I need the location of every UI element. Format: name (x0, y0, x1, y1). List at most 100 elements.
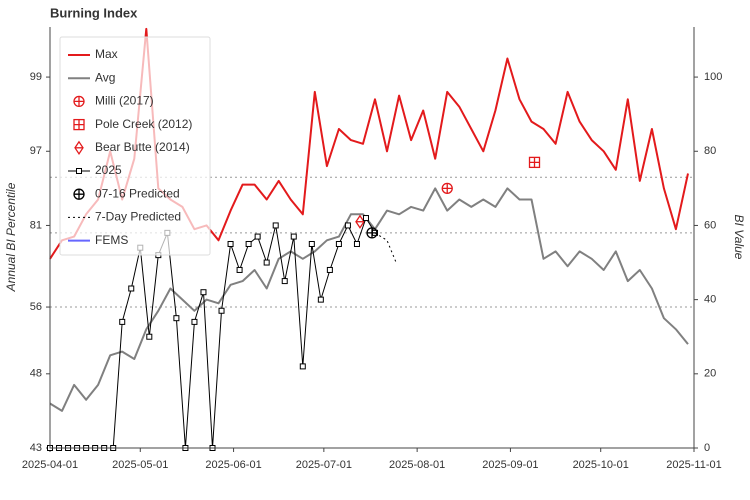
data-point (272, 222, 279, 229)
legend-label: Pole Creek (2012) (95, 117, 192, 131)
y-tick-label: 56 (30, 301, 42, 313)
data-point-part (200, 289, 207, 296)
y-tick-label: 48 (30, 368, 42, 380)
legend-marker-part (74, 119, 84, 130)
data-point (245, 240, 252, 247)
y-tick-label: 97 (30, 145, 42, 157)
legend-label: FEMS (95, 233, 128, 247)
chart-title: Burning Index (50, 5, 138, 20)
x-tick-label: 2025-11-01 (666, 459, 721, 471)
legend-marker (73, 118, 85, 131)
data-point-part (272, 222, 279, 229)
data-point-part (254, 233, 261, 240)
legend-label: Avg (95, 70, 115, 84)
legend-marker-part (76, 168, 82, 174)
data-point-part (317, 296, 324, 303)
data-point (227, 240, 234, 247)
data-point (218, 307, 225, 314)
data-point-part (355, 214, 365, 229)
data-point-part (442, 183, 453, 194)
data-point (191, 318, 198, 325)
data-point (254, 233, 261, 240)
data-point (200, 289, 207, 296)
data-point-part (227, 240, 234, 247)
data-point (173, 315, 180, 322)
data-point-part (299, 363, 306, 370)
x-tick-label: 2025-08-01 (389, 459, 445, 471)
data-point-part (281, 278, 288, 285)
y2-tick-label: 80 (704, 145, 716, 157)
x-tick-label: 2025-04-01 (22, 459, 78, 471)
data-point-part (119, 318, 126, 325)
data-point (128, 285, 135, 292)
data-point (308, 240, 315, 247)
data-point-part (191, 318, 198, 325)
data-point (355, 214, 365, 229)
data-point (317, 296, 324, 303)
legend-box (59, 36, 211, 256)
x-tick-label: 2025-05-01 (112, 459, 168, 471)
data-point (146, 333, 153, 340)
legend-label: 07-16 Predicted (95, 186, 180, 200)
data-point (362, 215, 369, 222)
y2-tick-label: 0 (704, 442, 710, 454)
x-tick-label: 2025-10-01 (573, 459, 629, 471)
legend-label: Milli (2017) (95, 94, 154, 108)
y2-tick-label: 100 (704, 71, 722, 83)
data-point-part (146, 333, 153, 340)
data-point (281, 278, 288, 285)
series-line (374, 232, 397, 263)
data-point-part (529, 157, 540, 168)
legend-marker-part (74, 189, 84, 200)
data-point-part (308, 240, 315, 247)
y2-tick-label: 40 (704, 294, 716, 306)
data-point (441, 182, 453, 195)
y2-tick-label: 20 (704, 368, 716, 380)
legend-label: 7-Day Predicted (95, 210, 181, 224)
data-point-part (344, 222, 351, 229)
y-axis-label: Annual BI Percentile (4, 182, 18, 292)
legend-marker-part (74, 140, 84, 155)
series-line (49, 187, 689, 412)
data-point-part (173, 315, 180, 322)
y2-tick-label: 60 (704, 219, 716, 231)
y-tick-label: 43 (30, 442, 42, 454)
data-point (299, 363, 306, 370)
data-point (344, 222, 351, 229)
data-point-part (218, 307, 225, 314)
legend-label: Max (95, 47, 118, 61)
y2-axis-label: BI Value (732, 215, 746, 260)
legend-marker-part (74, 96, 84, 107)
data-point (263, 259, 270, 266)
legend-marker (73, 95, 85, 108)
x-tick-label: 2025-09-01 (482, 459, 538, 471)
data-point-part (353, 240, 360, 247)
data-point (326, 266, 333, 273)
legend-label: Bear Butte (2014) (95, 140, 190, 154)
x-tick-label: 2025-06-01 (205, 459, 261, 471)
legend-marker (74, 140, 84, 155)
data-point (290, 233, 297, 240)
data-point-part (362, 215, 369, 222)
data-point-part (263, 259, 270, 266)
data-point-part (236, 266, 243, 273)
legend-label: 2025 (95, 163, 122, 177)
data-point (119, 318, 126, 325)
y-tick-label: 99 (30, 71, 42, 83)
legend-marker (76, 168, 82, 174)
data-point-part (128, 285, 135, 292)
x-tick-label: 2025-07-01 (296, 459, 352, 471)
data-point (528, 156, 541, 169)
data-point (335, 240, 342, 247)
legend-marker (73, 188, 85, 200)
axis-frame (49, 27, 695, 449)
y-tick-label: 81 (30, 219, 42, 231)
data-point (236, 266, 243, 273)
data-point-part (326, 266, 333, 273)
data-point-part (290, 233, 297, 240)
data-point-part (245, 240, 252, 247)
data-point-part (335, 240, 342, 247)
data-point (353, 240, 360, 247)
